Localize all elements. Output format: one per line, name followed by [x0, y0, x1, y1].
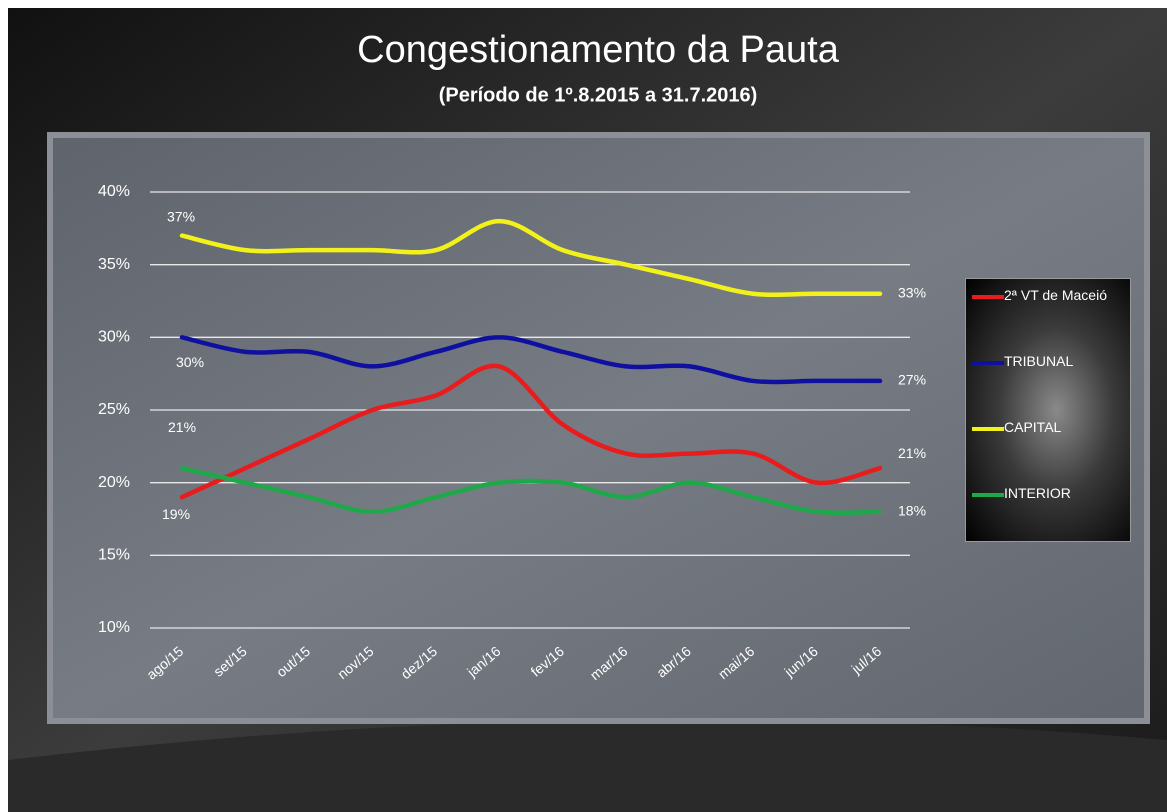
series-line	[179, 363, 883, 500]
series-line	[179, 218, 883, 298]
legend-item: INTERIOR	[972, 485, 1124, 551]
legend-item: CAPITAL	[972, 419, 1124, 485]
data-label: 37%	[167, 208, 195, 224]
legend-label: 2ª VT de Maceió	[1004, 287, 1107, 303]
series-line	[179, 465, 883, 516]
legend-label: CAPITAL	[1004, 419, 1062, 435]
legend-swatch	[972, 427, 1004, 431]
data-label: 21%	[898, 445, 926, 461]
y-tick-label: 25%	[98, 401, 130, 418]
y-tick-label: 15%	[98, 547, 130, 564]
legend-item: 2ª VT de Maceió	[972, 287, 1124, 353]
data-label: 21%	[168, 419, 196, 435]
y-tick-label: 35%	[98, 256, 130, 273]
legend-label: INTERIOR	[1004, 485, 1071, 501]
series-line	[179, 335, 883, 385]
data-label: 30%	[176, 354, 204, 370]
legend-swatch	[972, 295, 1004, 299]
y-tick-label: 20%	[98, 474, 130, 491]
legend-label: TRIBUNAL	[1004, 353, 1074, 369]
y-tick-label: 30%	[98, 329, 130, 346]
legend: 2ª VT de Maceió TRIBUNAL CAPITAL INTERIOR	[965, 278, 1131, 542]
legend-swatch	[972, 361, 1004, 365]
data-label: 27%	[898, 372, 926, 388]
slide-swoosh	[8, 719, 1167, 812]
chart-title: Congestionamento da Pauta	[357, 29, 840, 71]
plot-panel	[47, 132, 1150, 724]
data-label: 33%	[898, 284, 926, 300]
data-label: 19%	[162, 506, 190, 522]
legend-item: TRIBUNAL	[972, 353, 1124, 419]
data-label: 18%	[898, 502, 926, 518]
y-tick-label: 40%	[98, 183, 130, 200]
legend-swatch	[972, 493, 1004, 497]
y-tick-label: 10%	[98, 619, 130, 636]
chart-subtitle: (Período de 1º.8.2015 a 31.7.2016)	[439, 84, 758, 106]
